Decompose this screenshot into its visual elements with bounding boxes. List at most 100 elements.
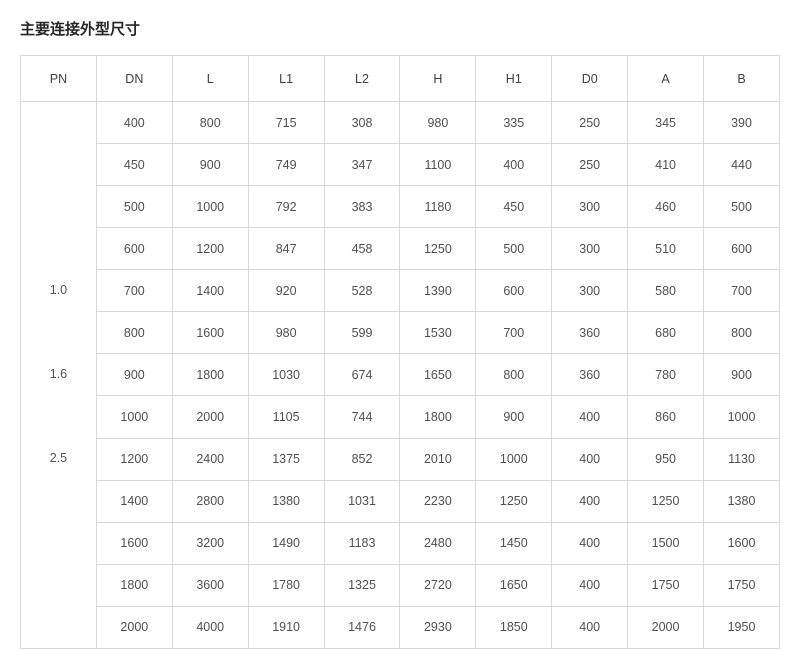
table-cell: 800 [704,312,780,354]
col-A: A [628,56,704,102]
table-cell: 600 [704,228,780,270]
table-cell: 1250 [400,228,476,270]
table-cell: 3200 [172,522,248,564]
table-cell: 744 [324,396,400,438]
table-cell: 400 [552,564,628,606]
table-cell: 1800 [96,564,172,606]
table-cell: 460 [628,186,704,228]
table-cell: 1500 [628,522,704,564]
table-cell: 450 [96,144,172,186]
table-cell: 400 [552,438,628,480]
table-cell: 458 [324,228,400,270]
table-cell: 1100 [400,144,476,186]
table-row: 60012008474581250500300510600 [21,228,780,270]
table-cell: 250 [552,144,628,186]
table-cell: 1000 [704,396,780,438]
table-cell: 1400 [172,270,248,312]
table-cell: 2800 [172,480,248,522]
table-cell: 2930 [400,606,476,648]
col-L: L [172,56,248,102]
table-cell: 390 [704,102,780,144]
col-B: B [704,56,780,102]
table-cell: 847 [248,228,324,270]
table-cell: 749 [248,144,324,186]
table-cell: 1031 [324,480,400,522]
table-cell: 1850 [476,606,552,648]
table-cell: 400 [552,396,628,438]
table-cell: 450 [476,186,552,228]
table-cell: 2000 [172,396,248,438]
table-cell: 1650 [476,564,552,606]
table-cell: 410 [628,144,704,186]
table-cell: 800 [476,354,552,396]
table-cell: 500 [704,186,780,228]
table-cell: 800 [172,102,248,144]
table-cell: 1750 [628,564,704,606]
table-cell: 680 [628,312,704,354]
table-cell: 2010 [400,438,476,480]
table-cell: 1180 [400,186,476,228]
pn-value: 1.6 [21,368,96,381]
table-cell: 1250 [628,480,704,522]
table-cell: 300 [552,186,628,228]
table-cell: 599 [324,312,400,354]
table-cell: 1105 [248,396,324,438]
table-cell: 1800 [172,354,248,396]
section-title: 主要连接外型尺寸 [20,18,780,39]
table-cell: 792 [248,186,324,228]
table-cell: 1380 [248,480,324,522]
col-H1: H1 [476,56,552,102]
table-row: 20004000191014762930185040020001950 [21,606,780,648]
table-cell: 600 [476,270,552,312]
table-cell: 860 [628,396,704,438]
table-cell: 2000 [96,606,172,648]
table-row: 120024001375852201010004009501130 [21,438,780,480]
table-cell: 580 [628,270,704,312]
table-cell: 920 [248,270,324,312]
pn-value: 2.5 [21,452,96,465]
table-cell: 674 [324,354,400,396]
col-H: H [400,56,476,102]
table-cell: 440 [704,144,780,186]
table-cell: 900 [704,354,780,396]
table-cell: 1950 [704,606,780,648]
table-cell: 510 [628,228,704,270]
table-cell: 1000 [96,396,172,438]
table-cell: 2230 [400,480,476,522]
pn-value: 1.0 [21,284,96,297]
table-cell: 1600 [704,522,780,564]
table-cell: 980 [400,102,476,144]
table-row: 70014009205281390600300580700 [21,270,780,312]
table-cell: 715 [248,102,324,144]
table-cell: 1600 [96,522,172,564]
table-cell: 900 [96,354,172,396]
table-cell: 400 [476,144,552,186]
table-cell: 335 [476,102,552,144]
dimensions-table: PN DN L L1 L2 H H1 D0 A B 1.01.62.540080… [20,55,780,649]
table-cell: 700 [704,270,780,312]
table-cell: 528 [324,270,400,312]
table-cell: 1375 [248,438,324,480]
table-body: 1.01.62.54008007153089803352503453904509… [21,102,780,649]
table-cell: 360 [552,312,628,354]
table-cell: 500 [96,186,172,228]
table-cell: 1200 [172,228,248,270]
table-cell: 383 [324,186,400,228]
table-cell: 345 [628,102,704,144]
table-cell: 1800 [400,396,476,438]
table-cell: 1200 [96,438,172,480]
table-cell: 980 [248,312,324,354]
table-cell: 1476 [324,606,400,648]
table-cell: 1910 [248,606,324,648]
table-cell: 1030 [248,354,324,396]
table-row: 80016009805991530700360680800 [21,312,780,354]
table-cell: 347 [324,144,400,186]
col-PN: PN [21,56,97,102]
table-cell: 400 [552,480,628,522]
table-cell: 300 [552,270,628,312]
table-cell: 500 [476,228,552,270]
table-cell: 950 [628,438,704,480]
table-cell: 1530 [400,312,476,354]
table-cell: 2400 [172,438,248,480]
table-cell: 800 [96,312,172,354]
